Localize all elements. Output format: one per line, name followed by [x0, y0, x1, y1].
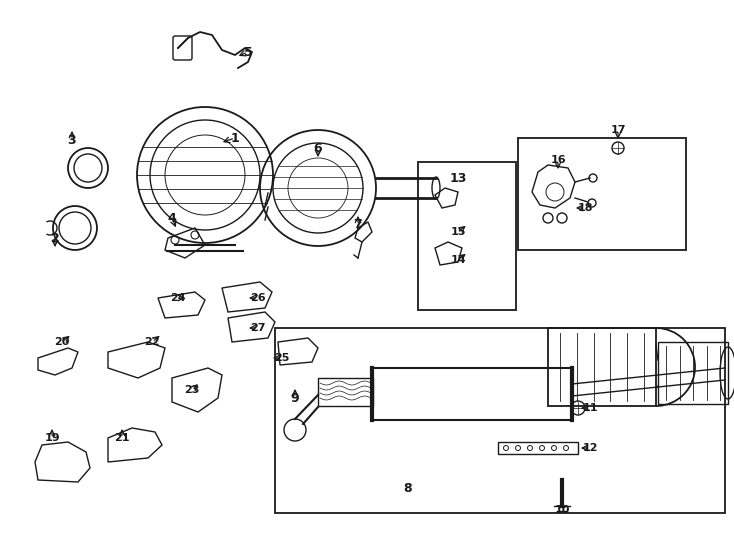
Text: 23: 23 [184, 385, 200, 395]
Text: 11: 11 [582, 403, 597, 413]
Text: 22: 22 [145, 337, 160, 347]
Bar [658, 342, 728, 404]
Text: 25: 25 [275, 353, 290, 363]
Text: 6: 6 [313, 141, 322, 154]
Bar [498, 442, 578, 454]
Text: 24: 24 [170, 293, 186, 303]
Text: 15: 15 [451, 227, 465, 237]
Text: 21: 21 [115, 433, 130, 443]
Text: 19: 19 [44, 433, 59, 443]
Text: 1: 1 [230, 132, 239, 145]
Text: 2: 2 [51, 232, 59, 245]
Text: 14: 14 [450, 255, 466, 265]
Text: 18: 18 [577, 203, 593, 213]
Text: 10: 10 [554, 505, 570, 515]
Text: 4: 4 [167, 212, 176, 225]
Text: 5: 5 [244, 45, 252, 58]
Bar [372, 368, 572, 420]
Bar [548, 328, 656, 406]
Bar [418, 162, 516, 310]
Bar [275, 328, 725, 513]
Bar [518, 138, 686, 250]
Text: 17: 17 [610, 125, 626, 135]
Text: 7: 7 [354, 219, 363, 232]
Text: 8: 8 [404, 482, 413, 495]
Text: 20: 20 [54, 337, 70, 347]
Text: 12: 12 [582, 443, 597, 453]
Text: 26: 26 [250, 293, 266, 303]
Text: 3: 3 [68, 133, 76, 146]
Text: 27: 27 [250, 323, 266, 333]
Text: 13: 13 [449, 172, 467, 185]
Text: 9: 9 [291, 392, 299, 404]
Text: 16: 16 [550, 155, 566, 165]
Bar [318, 378, 373, 406]
